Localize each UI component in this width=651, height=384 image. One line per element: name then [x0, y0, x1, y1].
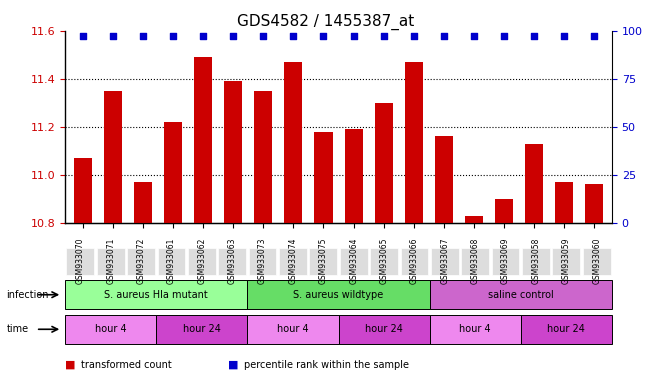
Point	[198, 33, 208, 40]
Text: GSM933060: GSM933060	[592, 238, 602, 285]
Point	[408, 33, 419, 40]
Text: GSM933061: GSM933061	[167, 238, 176, 284]
Point	[258, 33, 269, 40]
Point	[108, 33, 118, 40]
Text: time: time	[7, 324, 29, 334]
Text: infection: infection	[7, 290, 49, 300]
Text: saline control: saline control	[488, 290, 553, 300]
Text: GSM933070: GSM933070	[76, 238, 85, 285]
Point	[138, 33, 148, 40]
Text: GSM933066: GSM933066	[410, 238, 419, 285]
Text: GSM933072: GSM933072	[137, 238, 146, 284]
Point	[318, 33, 329, 40]
Text: GSM933058: GSM933058	[531, 238, 540, 284]
Point	[228, 33, 238, 40]
Text: ■: ■	[228, 360, 238, 370]
Point	[78, 33, 89, 40]
Text: GSM933063: GSM933063	[228, 238, 237, 285]
Bar	[255, 91, 272, 223]
Bar	[314, 131, 333, 223]
Text: hour 24: hour 24	[547, 324, 585, 334]
Point	[469, 33, 479, 40]
Point	[168, 33, 178, 40]
Text: GSM933073: GSM933073	[258, 238, 267, 285]
Text: GSM933062: GSM933062	[197, 238, 206, 284]
Bar	[104, 91, 122, 223]
Text: transformed count: transformed count	[81, 360, 172, 370]
Bar	[435, 136, 452, 223]
Point	[439, 33, 449, 40]
Text: GSM933068: GSM933068	[471, 238, 480, 284]
Text: S. aureus wildtype: S. aureus wildtype	[294, 290, 383, 300]
Text: hour 4: hour 4	[277, 324, 309, 334]
Bar	[284, 62, 303, 223]
Bar	[134, 182, 152, 223]
Point	[348, 33, 359, 40]
Text: hour 4: hour 4	[95, 324, 126, 334]
Text: hour 24: hour 24	[365, 324, 403, 334]
Text: S. aureus Hla mutant: S. aureus Hla mutant	[104, 290, 208, 300]
Bar	[555, 182, 573, 223]
Text: GDS4582 / 1455387_at: GDS4582 / 1455387_at	[237, 13, 414, 30]
Bar	[585, 184, 603, 223]
Bar	[225, 81, 242, 223]
Text: ■: ■	[65, 360, 76, 370]
Bar	[344, 129, 363, 223]
Point	[559, 33, 569, 40]
Text: GSM933071: GSM933071	[106, 238, 115, 284]
Text: GSM933059: GSM933059	[562, 238, 571, 285]
Text: GSM933064: GSM933064	[349, 238, 358, 285]
Bar	[495, 199, 513, 223]
Text: GSM933067: GSM933067	[440, 238, 449, 285]
Text: GSM933065: GSM933065	[380, 238, 389, 285]
Point	[499, 33, 509, 40]
Text: hour 24: hour 24	[183, 324, 221, 334]
Bar	[525, 144, 543, 223]
Bar	[164, 122, 182, 223]
Bar	[374, 103, 393, 223]
Text: percentile rank within the sample: percentile rank within the sample	[244, 360, 409, 370]
Bar	[405, 62, 422, 223]
Text: GSM933075: GSM933075	[319, 238, 328, 285]
Point	[378, 33, 389, 40]
Bar	[74, 158, 92, 223]
Point	[529, 33, 539, 40]
Bar	[465, 215, 483, 223]
Bar	[194, 57, 212, 223]
Point	[589, 33, 599, 40]
Text: hour 4: hour 4	[460, 324, 491, 334]
Text: GSM933069: GSM933069	[501, 238, 510, 285]
Text: GSM933074: GSM933074	[288, 238, 298, 285]
Point	[288, 33, 299, 40]
